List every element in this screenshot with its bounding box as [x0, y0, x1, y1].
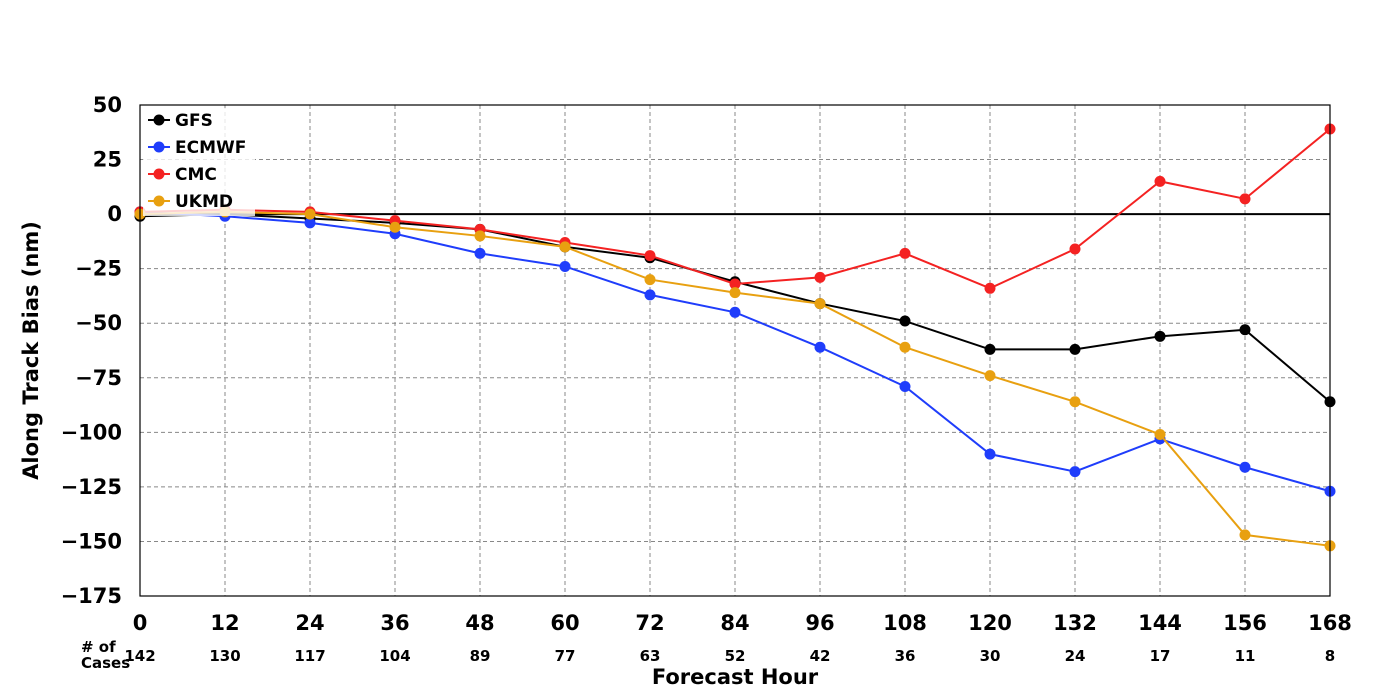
data-point-ecmwf	[1239, 461, 1251, 473]
legend-marker-ukmd	[153, 195, 165, 207]
data-point-cmc	[814, 271, 826, 283]
case-count-label: 42	[810, 647, 831, 665]
case-count-label: 117	[294, 647, 325, 665]
data-point-ecmwf	[729, 306, 741, 318]
case-count-label: 52	[725, 647, 746, 665]
legend-label-ukmd: UKMD	[175, 192, 233, 212]
legend-label-cmc: CMC	[175, 165, 217, 185]
legend-marker-ecmwf	[153, 141, 165, 153]
data-point-cmc	[644, 250, 656, 262]
y-tick-label: −100	[61, 420, 122, 444]
legend-label-gfs: GFS	[175, 111, 213, 131]
data-point-ecmwf	[304, 217, 316, 229]
y-tick-labels: 50 25 0 −25 −50 −75 −100 −125 −150 −175	[61, 93, 122, 608]
data-point-ukmd	[899, 341, 911, 353]
x-tick-label: 72	[635, 611, 664, 635]
data-point-ukmd	[1069, 396, 1081, 408]
x-axis-title: Forecast Hour	[652, 665, 819, 689]
x-tick-label: 84	[720, 611, 749, 635]
x-tick-label: 0	[133, 611, 148, 635]
data-point-gfs	[1154, 330, 1166, 342]
x-tick-label: 120	[968, 611, 1012, 635]
cases-row-title: # of Cases	[81, 638, 130, 672]
case-count-label: 17	[1150, 647, 1171, 665]
case-count-label: 142	[124, 647, 155, 665]
data-point-ecmwf	[1069, 466, 1081, 478]
data-point-gfs	[1069, 343, 1081, 355]
data-point-ukmd	[304, 208, 316, 220]
data-point-ecmwf	[899, 381, 911, 393]
x-tick-label: 108	[883, 611, 927, 635]
data-point-ukmd	[814, 298, 826, 310]
data-point-cmc	[1239, 193, 1251, 205]
y-tick-label: −125	[61, 475, 122, 499]
y-tick-label: −175	[61, 584, 122, 608]
data-point-ecmwf	[984, 448, 996, 460]
data-point-cmc	[899, 247, 911, 259]
cases-title-line: # of	[81, 638, 116, 656]
x-tick-label: 12	[210, 611, 239, 635]
legend-label-ecmwf: ECMWF	[175, 138, 246, 158]
x-tick-label: 168	[1308, 611, 1352, 635]
y-tick-label: 25	[93, 148, 122, 172]
case-count-row: 142 130 117 104 89 77 63 52 42 36 30 24 17 11 8	[124, 647, 1335, 665]
y-tick-label: −150	[61, 529, 122, 553]
data-point-cmc	[729, 278, 741, 290]
data-point-ukmd	[729, 287, 741, 299]
data-point-cmc	[1154, 175, 1166, 187]
y-tick-label: −50	[75, 311, 122, 335]
case-count-label: 30	[980, 647, 1001, 665]
cases-title-line: Cases	[81, 654, 130, 672]
data-point-ecmwf	[474, 247, 486, 259]
case-count-label: 104	[379, 647, 410, 665]
y-tick-label: −75	[75, 366, 122, 390]
legend-marker-gfs	[153, 114, 165, 126]
data-point-ecmwf	[644, 289, 656, 301]
data-point-ecmwf	[559, 260, 571, 272]
x-tick-label: 36	[380, 611, 409, 635]
case-count-label: 63	[640, 647, 661, 665]
y-tick-label: −25	[75, 257, 122, 281]
data-point-cmc	[984, 282, 996, 294]
data-point-ukmd	[644, 274, 656, 286]
case-count-label: 36	[895, 647, 916, 665]
data-point-ecmwf	[814, 341, 826, 353]
x-tick-label: 96	[805, 611, 834, 635]
case-count-label: 8	[1325, 647, 1335, 665]
data-point-gfs	[1239, 324, 1251, 336]
case-count-label: 24	[1065, 647, 1086, 665]
series-line-cmc	[139, 128, 1331, 290]
data-point-ukmd	[389, 221, 401, 233]
legend: GFS ECMWF CMC UKMD	[143, 108, 255, 216]
data-point-gfs	[984, 343, 996, 355]
x-tick-label: 24	[295, 611, 324, 635]
case-count-label: 11	[1235, 647, 1256, 665]
y-tick-label: 50	[93, 93, 122, 117]
data-point-ukmd	[1154, 429, 1166, 441]
case-count-label: 77	[555, 647, 576, 665]
x-tick-label: 60	[550, 611, 579, 635]
x-tick-label: 144	[1138, 611, 1182, 635]
case-count-label: 89	[470, 647, 491, 665]
case-count-label: 130	[209, 647, 240, 665]
x-tick-label: 156	[1223, 611, 1267, 635]
x-tick-label: 132	[1053, 611, 1097, 635]
grid-lines	[139, 104, 1331, 597]
data-point-gfs	[899, 315, 911, 327]
data-point-ukmd	[984, 370, 996, 382]
legend-marker-cmc	[153, 168, 165, 180]
plot-frame	[139, 104, 1331, 597]
data-point-ukmd	[559, 241, 571, 253]
data-point-ukmd	[1239, 529, 1251, 541]
y-tick-label: 0	[107, 202, 122, 226]
series-layer	[134, 123, 1336, 552]
x-tick-labels: 0 12 24 36 48 60 72 84 96 108 120 132 144 156 168	[133, 611, 1352, 635]
x-tick-label: 48	[465, 611, 494, 635]
y-axis-title: Along Track Bias (nm)	[19, 221, 43, 480]
data-point-ukmd	[474, 230, 486, 242]
data-point-cmc	[1069, 243, 1081, 255]
